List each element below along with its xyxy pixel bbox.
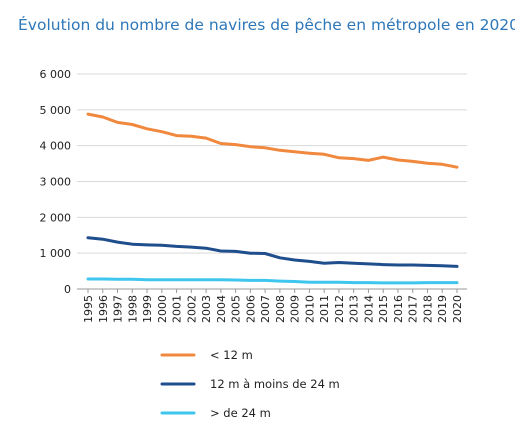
x-tick-label: 2018 xyxy=(421,295,434,323)
x-tick-label: 2010 xyxy=(303,295,316,323)
y-tick-label: 0 xyxy=(64,283,71,296)
legend-label-2: 12 m à moins de 24 m xyxy=(210,377,340,391)
chart-title: Évolution du nombre de navires de pêche … xyxy=(18,16,515,34)
x-tick-label: 2014 xyxy=(362,295,375,323)
x-tick-label: 1999 xyxy=(141,295,154,323)
x-tick-label: 2012 xyxy=(333,295,346,323)
series-line-1 xyxy=(86,112,459,169)
x-tick-label: 2015 xyxy=(377,295,390,323)
x-tick-label: 2002 xyxy=(185,295,198,323)
y-tick-label: 5 000 xyxy=(40,104,72,117)
x-tick-label: 2004 xyxy=(215,295,228,323)
x-tick-label: 2009 xyxy=(289,295,302,323)
x-tick-label: 2013 xyxy=(348,295,361,323)
x-tick-label: 2007 xyxy=(259,295,272,323)
y-tick-label: 1 000 xyxy=(40,247,72,260)
x-tick-label: 2008 xyxy=(274,295,287,323)
x-tick-label: 2003 xyxy=(200,295,213,323)
x-tick-label: 2019 xyxy=(436,295,449,323)
y-tick-label: 6 000 xyxy=(40,68,72,81)
y-tick-label: 2 000 xyxy=(40,211,72,224)
x-tick-label: 2006 xyxy=(244,295,257,323)
x-tick-label: 2000 xyxy=(156,295,169,323)
x-tick-label: 2005 xyxy=(230,295,243,323)
legend-label-3: > de 24 m xyxy=(210,406,271,420)
x-tick-label: 2011 xyxy=(318,295,331,323)
y-tick-label: 3 000 xyxy=(40,176,72,189)
x-tick-label: 2001 xyxy=(171,295,184,323)
x-tick-label: 1998 xyxy=(126,295,139,323)
legend-label-1: < 12 m xyxy=(210,348,253,362)
x-tick-label: 2016 xyxy=(392,295,405,323)
x-tick-label: 2020 xyxy=(451,295,464,323)
series-line-2 xyxy=(86,236,459,268)
x-tick-label: 1995 xyxy=(82,295,95,323)
x-tick-label: 1997 xyxy=(112,295,125,323)
series-line-3 xyxy=(86,277,459,285)
x-tick-label: 2017 xyxy=(407,295,420,323)
y-tick-label: 4 000 xyxy=(40,140,72,153)
x-tick-label: 1996 xyxy=(97,295,110,323)
